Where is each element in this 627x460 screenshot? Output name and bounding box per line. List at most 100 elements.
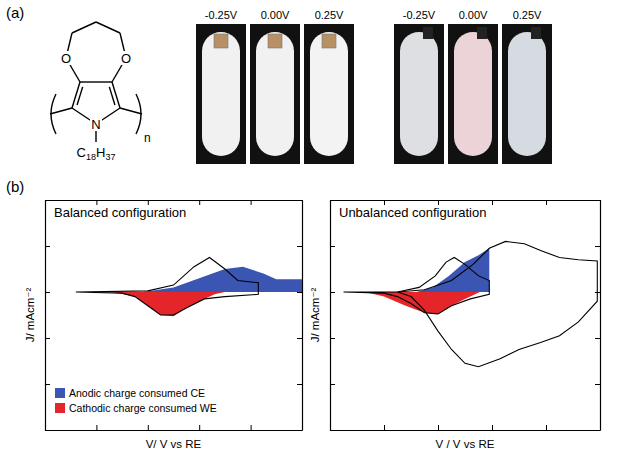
atom-bg: [120, 51, 132, 65]
chart-title: Balanced configuration: [54, 205, 186, 220]
tick-mark: [330, 200, 335, 201]
tick-mark: [45, 338, 50, 339]
y-axis-right: [297, 201, 303, 431]
panel-label: (a): [6, 4, 24, 21]
photo-contact: [214, 34, 228, 48]
substituent: C18H37: [77, 145, 116, 162]
tick-mark: [148, 425, 149, 430]
tick: [297, 200, 302, 201]
photo-label: 0.25V: [315, 9, 344, 21]
bond: [120, 108, 142, 114]
photo-label: -0.25V: [403, 9, 436, 21]
tick: [45, 200, 50, 201]
tick-mark: [96, 425, 97, 430]
tick-mark: [384, 425, 385, 430]
tick-mark: [297, 200, 302, 201]
tick-mark: [330, 384, 335, 385]
plot-area: [76, 258, 302, 317]
legend-label: Anodic charge consumed CE: [69, 387, 205, 399]
photo-film: [256, 32, 294, 156]
tick-mark: [330, 292, 335, 293]
tick-mark: [199, 200, 200, 205]
axis-line: [45, 201, 46, 431]
tick: [96, 425, 97, 430]
axis-line: [331, 200, 601, 201]
tick: [595, 338, 600, 339]
photo-contact: [531, 27, 541, 39]
photo-contact: [423, 27, 433, 39]
tick: [251, 425, 252, 430]
y-axis-right: [595, 201, 601, 431]
x-axis-title: V / V vs RE: [436, 438, 495, 450]
legend-swatch: [55, 403, 65, 413]
photo-set: -0.25V0.00V0.25V: [394, 9, 552, 164]
legend-entry: Cathodic charge consumed WE: [55, 402, 217, 414]
chart: Balanced configurationV/ V vs REJ/ mAcm⁻…: [24, 200, 303, 450]
bracket: [51, 94, 56, 134]
photo-film: [310, 32, 348, 156]
legend-swatch: [55, 388, 65, 398]
tick: [595, 292, 600, 293]
tick-mark: [45, 384, 50, 385]
atom-bg: [60, 51, 72, 65]
axis-line: [330, 201, 331, 431]
legend-label: Cathodic charge consumed WE: [69, 402, 217, 414]
bond: [72, 82, 80, 108]
line: [344, 258, 490, 314]
photo-set: -0.25V 0.00V 0.25V: [196, 9, 354, 164]
tick-mark: [595, 246, 600, 247]
tick-mark: [546, 200, 547, 205]
photo-frame: [250, 24, 300, 164]
tick: [330, 338, 335, 339]
photo-film: [202, 32, 240, 156]
tick: [148, 425, 149, 430]
bracket: [136, 94, 141, 134]
atom-label: O: [61, 51, 71, 66]
tick-mark: [45, 200, 50, 201]
tick: [330, 430, 335, 431]
tick: [595, 200, 600, 201]
tick: [546, 200, 547, 205]
tick-mark: [251, 425, 252, 430]
area: [143, 267, 302, 292]
tick: [297, 430, 302, 431]
tick: [492, 425, 493, 430]
photo-frame: [196, 24, 246, 164]
tick: [330, 246, 335, 247]
tick: [45, 246, 50, 247]
area: [416, 248, 489, 292]
photo-label: -0.25V: [205, 9, 238, 21]
tick-mark: [297, 246, 302, 247]
tick: [251, 200, 252, 205]
tick: [595, 384, 600, 385]
tick-mark: [45, 292, 50, 293]
axis-line: [600, 201, 601, 431]
photo-contact: [322, 34, 336, 48]
tick-mark: [546, 425, 547, 430]
tick-mark: [595, 384, 600, 385]
double-bond: [109, 87, 115, 105]
tick: [297, 338, 302, 339]
tick: [595, 246, 600, 247]
photo-contact: [268, 34, 282, 48]
tick: [45, 338, 50, 339]
tick-mark: [45, 246, 50, 247]
y-axis: [330, 201, 335, 431]
tick-mark: [330, 430, 335, 431]
chart: Unbalanced configurationV / V vs REJ/ mA…: [309, 200, 601, 450]
tick-mark: [330, 338, 335, 339]
tick-mark: [438, 425, 439, 430]
photo-label: 0.00V: [261, 9, 290, 21]
photo-frame: [448, 24, 498, 164]
tick: [330, 200, 335, 201]
x-axis-title: V/ V vs RE: [146, 438, 202, 450]
legend: Anodic charge consumed CE Cathodic charge…: [55, 387, 217, 414]
axis-line: [46, 200, 303, 201]
tick-mark: [492, 425, 493, 430]
tick-mark: [251, 200, 252, 205]
legend-entry: Anodic charge consumed CE: [55, 387, 205, 399]
atom-label: N: [91, 117, 100, 132]
tick: [297, 246, 302, 247]
tick-mark: [595, 200, 600, 201]
tick-mark: [595, 338, 600, 339]
